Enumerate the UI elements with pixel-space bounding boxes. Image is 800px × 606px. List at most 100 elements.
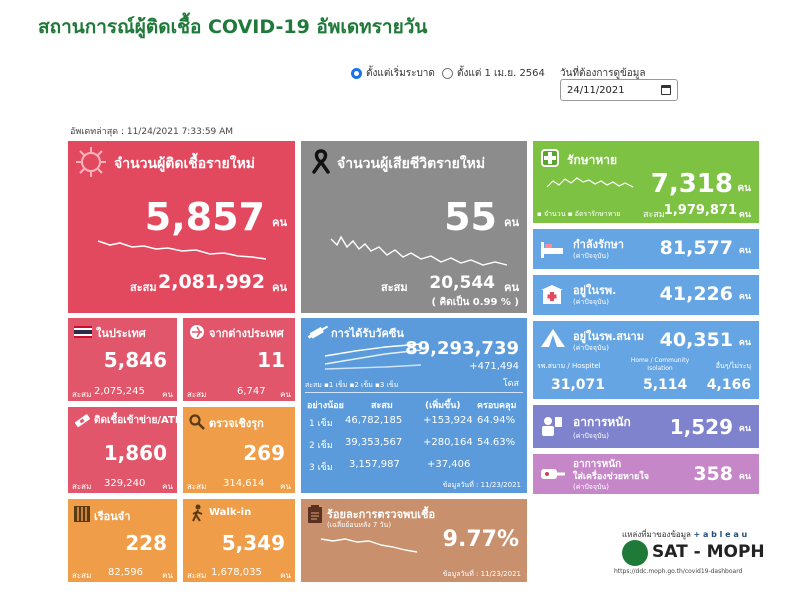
field-c2-value: 5,114: [643, 377, 688, 393]
recovered-label: รักษาหาย: [567, 153, 618, 167]
treating-label: กำลังรักษา: [573, 238, 624, 251]
recovered-cum-unit: คน: [738, 210, 751, 220]
vaccine-row-cum: 46,782,185: [345, 415, 403, 426]
new-cases-unit: คน: [272, 216, 287, 229]
prison-cum-label: สะสม: [72, 571, 92, 580]
field-value: 40,351: [659, 329, 733, 351]
ventilator-icon: [541, 469, 565, 479]
tableau-logo: + a b l e a u: [693, 530, 748, 539]
source-url[interactable]: https://ddc.moph.go.th/covid19-dashboard: [614, 568, 743, 575]
new-cases-cum-unit: คน: [272, 281, 287, 294]
radio-since-start-label: ตั้งแต่เริ่มระบาด: [366, 68, 435, 79]
vaccine-legend: สะสม ▪1 เข็ม ▪2 เข็ม ▪3 เข็ม: [305, 381, 399, 389]
atk-value: 1,860: [103, 441, 167, 465]
active-search-unit: คน: [280, 482, 291, 491]
deaths-cum-value: 20,544: [429, 273, 495, 293]
virus-icon: [76, 147, 106, 177]
new-cases-label: จำนวนผู้ติดเชื้อรายใหม่: [114, 156, 256, 172]
syringe-icon: [307, 325, 329, 339]
domestic-value: 5,846: [103, 348, 167, 372]
vaccine-header-3: ครอบคลุม: [477, 401, 517, 411]
last-updated: อัพเดทล่าสุด : 11/24/2021 7:33:59 AM: [70, 127, 234, 137]
vaccine-unit: โดส: [502, 379, 519, 389]
prison-label: เรือนจำ: [94, 510, 131, 523]
field-c3-label: อื่นๆ/ไม่ระบุ: [715, 362, 751, 370]
deaths-card[interactable]: จำนวนผู้เสียชีวิตรายใหม่ 55 คน สะสม 20,5…: [301, 141, 527, 313]
radio-since-start[interactable]: ตั้งแต่เริ่มระบาด: [351, 66, 435, 81]
recovered-cum-value: 1,979,871: [663, 203, 737, 218]
hospital-unit: คน: [738, 292, 751, 302]
recovered-cum-label: สะสม: [643, 210, 665, 220]
deaths-cum-label: สะสม: [381, 281, 408, 294]
severe-sub: (ค่าปัจจุบัน): [573, 432, 609, 440]
radio-since-april[interactable]: ตั้งแต่ 1 เม.ย. 2564: [442, 66, 545, 81]
ventilator-label1: อาการหนัก: [573, 459, 622, 470]
field-c2-label: Home / Community Isolation: [630, 357, 690, 372]
active-search-card[interactable]: ตรวจเชิงรุก 269 สะสม 314,614 คน: [183, 407, 295, 493]
ventilator-unit: คน: [738, 472, 751, 482]
walkin-card[interactable]: Walk-in 5,349 สะสม 1,678,035 คน: [183, 499, 295, 582]
new-cases-value: 5,857: [144, 195, 265, 239]
calendar-icon[interactable]: [661, 85, 671, 95]
page-title: สถานการณ์ผู้ติดเชื้อ COVID-19 อัพเดทรายว…: [38, 16, 428, 38]
airplane-globe-icon: [190, 325, 204, 339]
deaths-label: จำนวนผู้เสียชีวิตรายใหม่: [337, 156, 486, 172]
bed-icon: [541, 242, 563, 258]
atk-label: ติดเชื้อเข้าข่าย/ATK: [94, 415, 177, 426]
ventilator-sub: (ค่าปัจจุบัน): [573, 483, 609, 491]
walkin-unit: คน: [280, 571, 291, 580]
severe-card[interactable]: อาการหนัก (ค่าปัจจุบัน) 1,529 คน: [533, 405, 759, 448]
vaccine-card[interactable]: การได้รับวัคซีน 89,293,739 +471,494 โดส …: [301, 318, 527, 493]
vaccine-row-dose: 2 เข็ม: [309, 441, 333, 451]
tent-icon: [541, 329, 565, 347]
vaccine-label: การได้รับวัคซีน: [331, 327, 404, 340]
vaccine-total: 89,293,739: [405, 338, 519, 359]
atk-cum-value: 329,240: [104, 478, 146, 489]
hospital-sub: (ค่าปัจจุบัน): [573, 298, 609, 306]
walkin-cum-label: สะสม: [187, 571, 207, 580]
vaccine-row-cum: 3,157,987: [349, 459, 400, 470]
severe-value: 1,529: [669, 415, 733, 439]
field-hospital-card[interactable]: อยู่ในรพ.สนาม (ค่าปัจจุบัน) 40,351 คน รพ…: [533, 321, 759, 399]
positivity-sub: (เฉลี่ยย้อนหลัง 7 วัน): [327, 521, 392, 529]
abroad-value: 11: [257, 348, 285, 372]
radio-selected-icon: [351, 68, 362, 79]
ventilator-card[interactable]: อาการหนัก ใส่เครื่องช่วยหายใจ (ค่าปัจจุบ…: [533, 454, 759, 494]
prison-icon: [74, 506, 90, 522]
prison-cum-value: 82,596: [108, 567, 143, 578]
active-search-value: 269: [243, 441, 285, 465]
active-search-label: ตรวจเชิงรุก: [209, 417, 264, 430]
hospital-value: 41,226: [659, 283, 733, 305]
field-c1-label: รพ.สนาม / Hospitel: [537, 362, 601, 370]
recovered-card[interactable]: รักษาหาย 7,318 คน ▪ จำนวน ▪ อัตรารักษาหา…: [533, 141, 759, 223]
hospital-card[interactable]: อยู่ในรพ. (ค่าปัจจุบัน) 41,226 คน: [533, 275, 759, 315]
magnifier-icon: [189, 414, 205, 430]
date-input[interactable]: 24/11/2021: [560, 79, 678, 101]
vaccine-row-delta: +153,924: [423, 415, 473, 426]
field-c3-value: 4,166: [706, 377, 751, 393]
ventilator-label2: ใส่เครื่องช่วยหายใจ: [573, 472, 649, 482]
prison-value: 228: [125, 531, 167, 555]
new-cases-card[interactable]: จำนวนผู้ติดเชื้อรายใหม่ 5,857 คน สะสม 2,…: [68, 141, 295, 313]
atk-card[interactable]: ติดเชื้อเข้าข่าย/ATK 1,860 สะสม 329,240 …: [68, 407, 177, 493]
domestic-card[interactable]: ในประเทศ 5,846 สะสม 2,075,245 คน: [68, 318, 177, 401]
walkin-cum-value: 1,678,035: [211, 567, 262, 578]
abroad-card[interactable]: จากต่างประเทศ 11 สะสม 6,747 คน: [183, 318, 295, 401]
moph-seal-logo: [622, 540, 648, 566]
abroad-label: จากต่างประเทศ: [209, 327, 284, 340]
recovered-value: 7,318: [650, 169, 733, 199]
positivity-card[interactable]: ร้อยละการตรวจพบเชื้อ (เฉลี่ยย้อนหลัง 7 ว…: [301, 499, 527, 582]
date-label: วันที่ต้องการดูข้อมูล: [560, 68, 646, 79]
thai-flag-icon: [74, 326, 92, 338]
treating-card[interactable]: กำลังรักษา (ค่าปัจจุบัน) 81,577 คน: [533, 229, 759, 269]
test-kit-icon: [74, 414, 90, 428]
recovered-trend-line: [546, 177, 634, 188]
recovered-legend-count: ▪ จำนวน ▪ อัตรารักษาหาย: [537, 210, 621, 218]
deaths-value: 55: [444, 195, 497, 239]
vaccine-row-dose: 3 เข็ม: [309, 463, 333, 473]
ventilator-value: 358: [693, 463, 733, 485]
positivity-trend-line: [320, 538, 418, 553]
radio-since-april-label: ตั้งแต่ 1 เม.ย. 2564: [457, 68, 545, 79]
prison-card[interactable]: เรือนจำ 228 สะสม 82,596 คน: [68, 499, 177, 582]
vaccine-row-delta: +37,406: [427, 459, 471, 470]
